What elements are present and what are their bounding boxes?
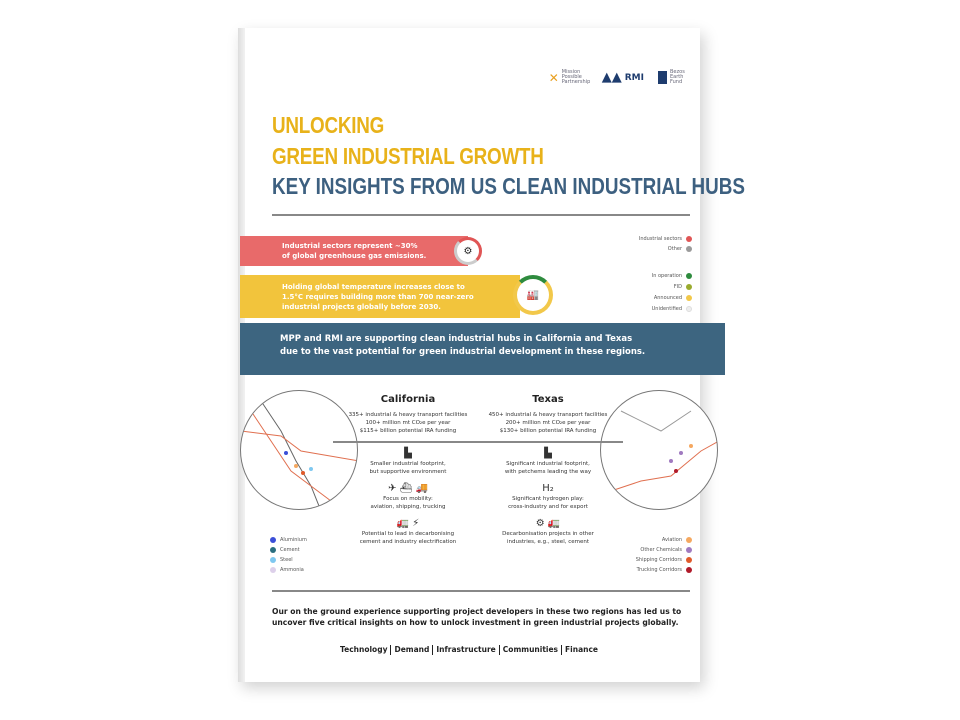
divider xyxy=(272,590,690,592)
mpp-logo: ✕ Mission Possible Partnership xyxy=(548,69,591,85)
california-column: California 335+ industrial & heavy trans… xyxy=(333,394,483,546)
hydrogen-icon: H₂ xyxy=(542,482,554,494)
insight-infrastructure: Infrastructure xyxy=(436,645,496,654)
insight-demand: Demand xyxy=(394,645,430,654)
california-map-graphic xyxy=(241,400,357,509)
emissions-donut-icon: ⚙ xyxy=(454,237,482,265)
mobility-icons: ✈ ⛴ 🚚 xyxy=(388,482,428,494)
texas-map xyxy=(600,390,718,510)
legend-item: Ammonia xyxy=(270,567,307,573)
closing-paragraph: Our on the ground experience supporting … xyxy=(272,606,692,628)
closing-text: uncover five critical insights on how to… xyxy=(272,618,679,627)
feature-text: with petchems leading the way xyxy=(504,468,592,475)
legend-item: Aviation xyxy=(636,537,692,543)
bezos-earth-fund-logo: Bezos Earth Fund xyxy=(658,70,692,85)
closing-text: Our on the ground experience supporting … xyxy=(272,607,682,616)
bar-chart-icon: ▙ xyxy=(404,447,412,459)
stat-line: $130+ billion potential IRA funding xyxy=(499,428,597,434)
legend-item: Announced xyxy=(652,295,692,301)
subtitle: KEY INSIGHTS FROM US CLEAN INDUSTRIAL HU… xyxy=(272,173,745,199)
steel-cement-icons: ⚙ 🚛 xyxy=(535,517,561,529)
feature-text: industries, e.g., steel, cement xyxy=(506,538,590,545)
feature-text: Smaller industrial footprint, xyxy=(370,460,446,467)
legend-item: In operation xyxy=(652,273,692,279)
legend-item: Aluminium xyxy=(270,537,307,543)
projects-donut-icon: 🏭 xyxy=(513,275,553,315)
divider xyxy=(333,441,483,443)
bar-chart-icon: ▙ xyxy=(544,447,552,459)
rmi-logo: ▲▲ RMI xyxy=(601,70,644,85)
stat-bar-emissions: Industrial sectors represent ~30% of glo… xyxy=(240,236,468,266)
texas-map-graphic xyxy=(610,410,717,492)
feature-text: Focus on mobility: xyxy=(383,495,433,502)
banner: MPP and RMI are supporting clean industr… xyxy=(240,323,725,375)
legend-item: Other Chemicals xyxy=(636,547,692,553)
legend-item: Unidentified xyxy=(652,306,692,312)
document-page: ✕ Mission Possible Partnership ▲▲ RMI Bezo… xyxy=(238,28,745,682)
stat-bar-projects: Holding global temperature increases clo… xyxy=(240,275,520,318)
stat-line: 200+ million mt CO₂e per year xyxy=(505,420,591,426)
insight-technology: Technology xyxy=(340,645,388,654)
legend-status: In operation FID Announced Unidentified xyxy=(652,273,692,312)
legend-item: Steel xyxy=(270,557,307,563)
legend-item: Industrial sectors xyxy=(639,236,692,242)
california-map xyxy=(240,390,358,510)
divider xyxy=(272,214,690,216)
stat-line: 450+ industrial & heavy transport facili… xyxy=(488,412,608,418)
california-heading: California xyxy=(380,394,436,405)
legend-emissions: Industrial sectors Other xyxy=(639,236,692,252)
insight-communities: Communities xyxy=(502,645,559,654)
stat-line: 100+ million mt CO₂e per year xyxy=(365,420,451,426)
feature-text: Significant hydrogen play: xyxy=(512,495,584,502)
stat-text: industrial projects globally before 2030… xyxy=(282,302,441,311)
banner-text: due to the vast potential for green indu… xyxy=(280,347,646,357)
feature-text: aviation, shipping, trucking xyxy=(370,503,446,510)
insights-list: Technology Demand Infrastructure Communitie… xyxy=(238,645,700,655)
stat-line: $115+ billion potential IRA funding xyxy=(359,428,457,434)
stat-text: Holding global temperature increases clo… xyxy=(282,282,465,291)
feature-text: but supportive environment xyxy=(369,468,447,475)
legend-item: Trucking Corridors xyxy=(636,567,692,573)
legend-item: Shipping Corridors xyxy=(636,557,692,563)
cement-electricity-icons: 🚛 ⚡ xyxy=(396,517,420,529)
texas-column: Texas 450+ industrial & heavy transport … xyxy=(473,394,623,546)
feature-text: Significant industrial footprint, xyxy=(506,460,590,467)
legend-item: FID xyxy=(652,284,692,290)
insight-finance: Finance xyxy=(565,645,598,654)
banner-text: MPP and RMI are supporting clean industr… xyxy=(280,334,633,344)
title-line-2: GREEN INDUSTRIAL GROWTH xyxy=(272,143,544,169)
feature-text: cross-industry and for export xyxy=(508,503,588,510)
feature-text: cement and industry electrification xyxy=(359,538,457,545)
texas-heading: Texas xyxy=(532,394,564,405)
stat-text: of global greenhouse gas emissions. xyxy=(282,252,427,260)
legend-transport: Aviation Other Chemicals Shipping Corrid… xyxy=(636,537,692,573)
legend-item: Cement xyxy=(270,547,307,553)
stat-text: Industrial sectors represent ~30% xyxy=(282,242,418,250)
logo-row: ✕ Mission Possible Partnership ▲▲ RMI Bezo… xyxy=(548,69,692,86)
divider xyxy=(473,441,623,443)
legend-sectors: Aluminium Cement Steel Ammonia xyxy=(270,537,307,573)
title-line-1: UNLOCKING xyxy=(272,112,384,138)
legend-item: Other xyxy=(639,246,692,252)
feature-text: Decarbonisation projects in other xyxy=(502,530,594,537)
stat-text: 1.5°C requires building more than 700 ne… xyxy=(282,292,474,301)
feature-text: Potential to lead in decarbonising xyxy=(361,530,455,537)
stat-line: 335+ industrial & heavy transport facili… xyxy=(348,412,468,418)
